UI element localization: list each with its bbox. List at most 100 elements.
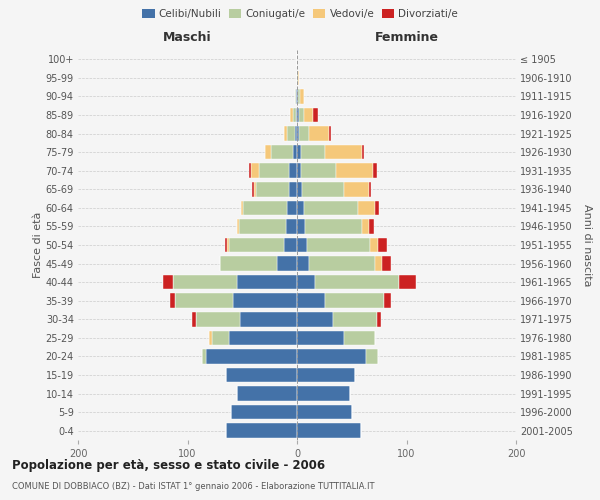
Bar — [277, 256, 297, 271]
Bar — [295, 126, 297, 141]
Bar — [212, 330, 229, 345]
Bar — [297, 238, 307, 252]
Bar — [293, 145, 297, 160]
Bar — [297, 126, 299, 141]
Bar — [297, 164, 301, 178]
Bar — [329, 126, 331, 141]
Bar — [241, 200, 244, 215]
Text: Popolazione per età, sesso e stato civile - 2006: Popolazione per età, sesso e stato civil… — [12, 460, 325, 472]
Bar — [305, 219, 362, 234]
Bar — [300, 89, 304, 104]
Bar — [366, 349, 378, 364]
Bar — [325, 145, 362, 160]
Bar — [344, 330, 375, 345]
Bar — [251, 164, 259, 178]
Bar — [287, 126, 295, 141]
Bar — [237, 386, 297, 401]
Bar — [362, 219, 369, 234]
Bar — [362, 145, 364, 160]
Bar — [290, 108, 293, 122]
Bar — [297, 330, 344, 345]
Bar — [377, 312, 382, 326]
Bar — [252, 182, 254, 196]
Bar — [304, 200, 358, 215]
Bar — [289, 164, 297, 178]
Bar — [375, 200, 379, 215]
Bar — [309, 256, 375, 271]
Bar — [225, 238, 227, 252]
Bar — [295, 89, 296, 104]
Bar — [287, 200, 297, 215]
Bar — [298, 89, 300, 104]
Bar — [286, 219, 297, 234]
Bar — [375, 256, 382, 271]
Bar — [297, 70, 298, 85]
Bar — [333, 312, 377, 326]
Bar — [301, 164, 337, 178]
Bar — [233, 294, 297, 308]
Bar — [297, 256, 309, 271]
Text: COMUNE DI DOBBIACO (BZ) - Dati ISTAT 1° gennaio 2006 - Elaborazione TUTTITALIA.I: COMUNE DI DOBBIACO (BZ) - Dati ISTAT 1° … — [12, 482, 374, 491]
Bar — [370, 238, 378, 252]
Bar — [297, 200, 304, 215]
Bar — [369, 219, 374, 234]
Bar — [206, 349, 297, 364]
Bar — [284, 238, 297, 252]
Bar — [297, 368, 355, 382]
Bar — [309, 126, 329, 141]
Bar — [196, 312, 240, 326]
Bar — [163, 275, 173, 289]
Bar — [173, 275, 237, 289]
Bar — [373, 164, 377, 178]
Bar — [220, 256, 277, 271]
Bar — [369, 182, 371, 196]
Bar — [297, 386, 350, 401]
Legend: Celibi/Nubili, Coniugati/e, Vedovi/e, Divorziati/e: Celibi/Nubili, Coniugati/e, Vedovi/e, Di… — [138, 5, 462, 24]
Bar — [383, 294, 391, 308]
Bar — [284, 126, 287, 141]
Bar — [302, 182, 344, 196]
Bar — [293, 108, 296, 122]
Text: Femmine: Femmine — [374, 32, 439, 44]
Bar — [382, 256, 391, 271]
Bar — [314, 275, 399, 289]
Y-axis label: Anni di nascita: Anni di nascita — [583, 204, 592, 286]
Bar — [232, 405, 297, 419]
Bar — [297, 182, 302, 196]
Bar — [301, 145, 325, 160]
Bar — [229, 238, 284, 252]
Bar — [297, 349, 366, 364]
Bar — [304, 108, 313, 122]
Bar — [297, 405, 352, 419]
Bar — [226, 368, 297, 382]
Bar — [297, 89, 298, 104]
Bar — [229, 330, 297, 345]
Bar — [289, 182, 297, 196]
Bar — [344, 182, 369, 196]
Bar — [296, 89, 297, 104]
Bar — [239, 219, 286, 234]
Bar — [265, 145, 271, 160]
Bar — [209, 330, 212, 345]
Bar — [259, 164, 289, 178]
Bar — [249, 164, 251, 178]
Bar — [297, 108, 299, 122]
Bar — [226, 424, 297, 438]
Bar — [297, 145, 301, 160]
Bar — [237, 275, 297, 289]
Y-axis label: Fasce di età: Fasce di età — [32, 212, 43, 278]
Bar — [175, 294, 233, 308]
Bar — [399, 275, 416, 289]
Text: Maschi: Maschi — [163, 32, 212, 44]
Bar — [307, 238, 370, 252]
Bar — [299, 108, 304, 122]
Bar — [271, 145, 293, 160]
Bar — [378, 238, 387, 252]
Bar — [297, 294, 325, 308]
Bar — [298, 70, 299, 85]
Bar — [170, 294, 175, 308]
Bar — [299, 126, 309, 141]
Bar — [337, 164, 373, 178]
Bar — [358, 200, 375, 215]
Bar — [313, 108, 318, 122]
